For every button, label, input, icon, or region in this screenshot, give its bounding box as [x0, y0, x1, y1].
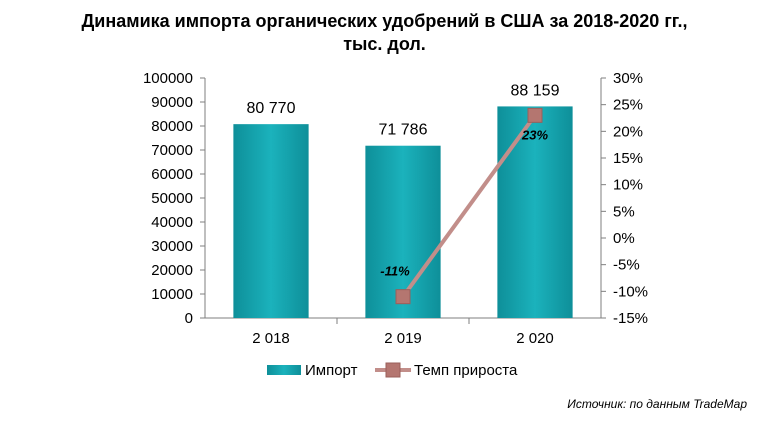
growth-line-layer — [395, 107, 543, 305]
legend-import-label: Импорт — [305, 362, 358, 379]
data-labels-layer: 80 770 71 786 88 159 -11% 23% — [247, 82, 560, 278]
growth-rate-marker — [527, 107, 543, 123]
chart-title: Динамика импорта органических удобрений … — [0, 10, 769, 56]
y-right-tick-label: 25% — [613, 97, 643, 114]
y-left-tick-label: 60000 — [151, 166, 193, 183]
y-right-tick-label: 20% — [613, 123, 643, 140]
y-left-tick-label: 50000 — [151, 190, 193, 207]
y-right-tick-label: 15% — [613, 150, 643, 167]
chart-title-line2: тыс. дол. — [343, 34, 426, 54]
y-right-tick-label: 30% — [613, 70, 643, 87]
source-note: Источник: по данным TradeMap — [567, 397, 747, 411]
y-left-tick-label: 30000 — [151, 238, 193, 255]
growth-rate-label: 23% — [521, 127, 548, 142]
import-data-label: 80 770 — [247, 100, 296, 117]
y-right-tick-label: 10% — [613, 177, 643, 194]
import-data-label: 88 159 — [511, 82, 560, 99]
growth-rate-label: -11% — [380, 264, 410, 279]
bars-layer — [233, 106, 573, 319]
y-left-tick-label: 10000 — [151, 286, 193, 303]
y-right-tick-label: 0% — [613, 230, 635, 247]
y-right-tick-label: -10% — [613, 283, 648, 300]
axes-layer: 0 10000 20000 30000 40000 50000 60000 70000 8000… — [143, 70, 648, 347]
y-left-tick-label: 70000 — [151, 142, 193, 159]
y-left-tick-label: 20000 — [151, 262, 193, 279]
y-right-tick-label: -15% — [613, 310, 648, 327]
legend: Импорт Темп прироста — [267, 362, 518, 379]
y-right-tick-label: -5% — [613, 257, 640, 274]
y-left-tick-label: 40000 — [151, 214, 193, 231]
import-bar — [233, 124, 309, 318]
legend-growth-label: Темп прироста — [414, 362, 518, 379]
y-right-tick-label: 5% — [613, 203, 635, 220]
y-left-tick-label: 90000 — [151, 94, 193, 111]
chart-title-line1: Динамика импорта органических удобрений … — [81, 11, 688, 31]
import-bar — [497, 106, 573, 319]
legend-import-swatch — [267, 365, 301, 375]
x-category-label: 2 019 — [384, 330, 422, 347]
y-left-tick-label: 100000 — [143, 70, 193, 87]
x-category-label: 2 018 — [252, 330, 290, 347]
growth-rate-line — [401, 114, 537, 298]
growth-rate-marker — [395, 289, 411, 305]
y-left-tick-label: 0 — [185, 310, 193, 327]
y-left-tick-label: 80000 — [151, 118, 193, 135]
x-category-label: 2 020 — [516, 330, 554, 347]
import-data-label: 71 786 — [379, 122, 428, 139]
legend-growth-marker — [385, 362, 401, 378]
